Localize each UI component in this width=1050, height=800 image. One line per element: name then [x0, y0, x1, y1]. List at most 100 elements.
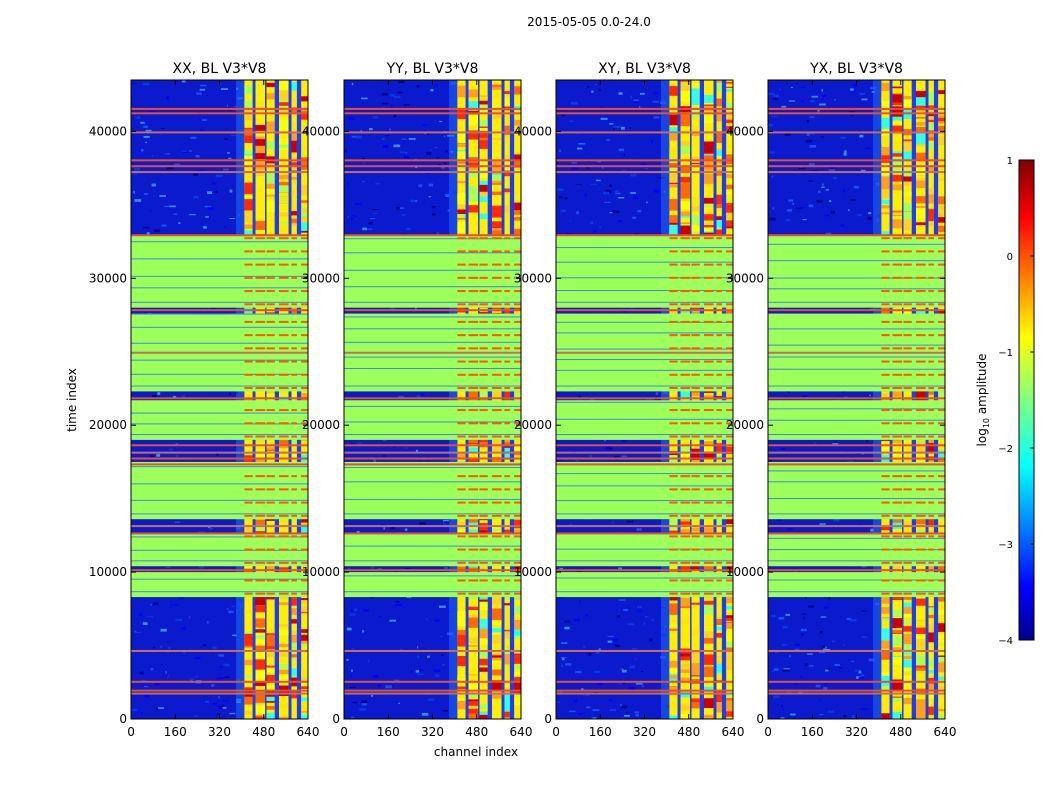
- band-rfi: [680, 592, 691, 595]
- noise-speck: [371, 695, 374, 697]
- rfi-patch: [703, 182, 714, 188]
- band-rfi: [892, 290, 903, 293]
- rfi-patch: [301, 669, 308, 676]
- heatmap-image: [556, 80, 733, 719]
- rfi-patch: [266, 156, 275, 167]
- band-rfi: [726, 548, 733, 551]
- noise-speck: [831, 640, 835, 643]
- rfi-patch: [301, 216, 308, 228]
- band-rfi: [892, 373, 903, 376]
- rfi-patch: [491, 655, 502, 659]
- noise-speck: [221, 88, 229, 90]
- band-rfi: [301, 501, 308, 504]
- heatmap-image: [131, 80, 308, 719]
- noise-speck: [778, 616, 785, 620]
- band-line: [344, 269, 521, 271]
- band-rfi: [244, 475, 253, 478]
- band-rfi: [468, 475, 479, 478]
- noise-speck: [622, 311, 627, 313]
- flag-row: [556, 457, 733, 460]
- noise-speck: [641, 684, 644, 688]
- band-rfi: [479, 250, 488, 253]
- rfi-patch: [669, 715, 678, 719]
- band-rfi: [726, 422, 733, 425]
- noise-speck: [786, 209, 793, 212]
- noise-speck: [431, 213, 436, 216]
- band-line: [556, 321, 733, 323]
- rfi-patch: [479, 711, 488, 719]
- band-rfi: [479, 475, 488, 478]
- noise-speck: [389, 128, 391, 131]
- rfi-gap: [713, 80, 717, 719]
- rfi-patch: [291, 81, 297, 91]
- noise-speck: [173, 213, 178, 215]
- rfi-patch: [928, 624, 934, 633]
- band-rfi: [291, 422, 297, 425]
- rfi-patch: [301, 686, 308, 689]
- rfi-patch: [504, 212, 510, 219]
- band-rfi: [669, 488, 678, 491]
- rfi-patch: [726, 189, 733, 195]
- flat-band: [556, 572, 733, 598]
- noise-speck: [571, 162, 577, 164]
- y-tick-label: 10000: [514, 565, 552, 579]
- noise-speck: [571, 101, 578, 105]
- heatmap-panel: YY, BL V3*V80 160 320 480 640010000200003000…: [302, 61, 533, 739]
- flag-row: [131, 525, 308, 528]
- noise-speck: [352, 701, 358, 704]
- band-rfi: [669, 535, 678, 538]
- rfi-patch: [915, 152, 926, 162]
- noise-speck: [556, 458, 564, 461]
- band-rfi: [680, 579, 691, 582]
- noise-speck: [652, 100, 659, 103]
- flag-row: [344, 309, 521, 312]
- band-rfi: [479, 514, 488, 517]
- flag-row: [344, 397, 521, 400]
- band-rfi: [255, 387, 266, 390]
- y-tick-label: 30000: [726, 271, 764, 285]
- noise-speck: [621, 169, 627, 171]
- rfi-patch: [291, 635, 297, 643]
- rfi-patch: [504, 694, 510, 707]
- noise-speck: [199, 88, 206, 91]
- noise-speck: [819, 698, 822, 702]
- flag-row: [768, 397, 945, 400]
- band-line: [556, 385, 733, 387]
- band-rfi: [669, 360, 678, 363]
- noise-speck: [183, 651, 186, 654]
- noise-speck: [630, 173, 637, 177]
- noise-speck: [234, 445, 236, 448]
- band-rfi: [278, 488, 289, 491]
- band-rfi: [266, 303, 275, 306]
- noise-speck: [632, 216, 636, 219]
- band-rfi: [291, 320, 297, 323]
- noise-speck: [203, 226, 207, 229]
- band-rfi: [669, 561, 678, 564]
- band-rfi: [903, 592, 912, 595]
- rfi-patch: [291, 593, 297, 606]
- noise-speck: [211, 307, 216, 310]
- rfi-patch: [291, 630, 297, 636]
- noise-speck: [351, 215, 358, 217]
- rfi-patch: [938, 708, 945, 712]
- x-tick-label: 320: [208, 725, 231, 739]
- rfi-patch: [479, 191, 488, 197]
- noise-speck: [440, 635, 443, 638]
- noise-speck: [609, 447, 612, 451]
- rfi-patch: [881, 306, 890, 317]
- rfi-patch: [892, 665, 903, 668]
- rfi-patch: [301, 526, 308, 534]
- band-rfi: [244, 334, 253, 337]
- noise-speck: [361, 703, 367, 706]
- noise-speck: [398, 702, 400, 705]
- rfi-patch: [244, 224, 253, 229]
- rfi-patch: [479, 98, 488, 106]
- noise-speck: [800, 628, 807, 632]
- rfi-patch: [928, 692, 934, 699]
- noise-speck: [798, 167, 805, 170]
- noise-speck: [181, 80, 186, 83]
- band-rfi: [504, 475, 510, 478]
- noise-speck: [444, 193, 450, 197]
- band-line: [768, 243, 945, 245]
- noise-speck: [771, 175, 774, 178]
